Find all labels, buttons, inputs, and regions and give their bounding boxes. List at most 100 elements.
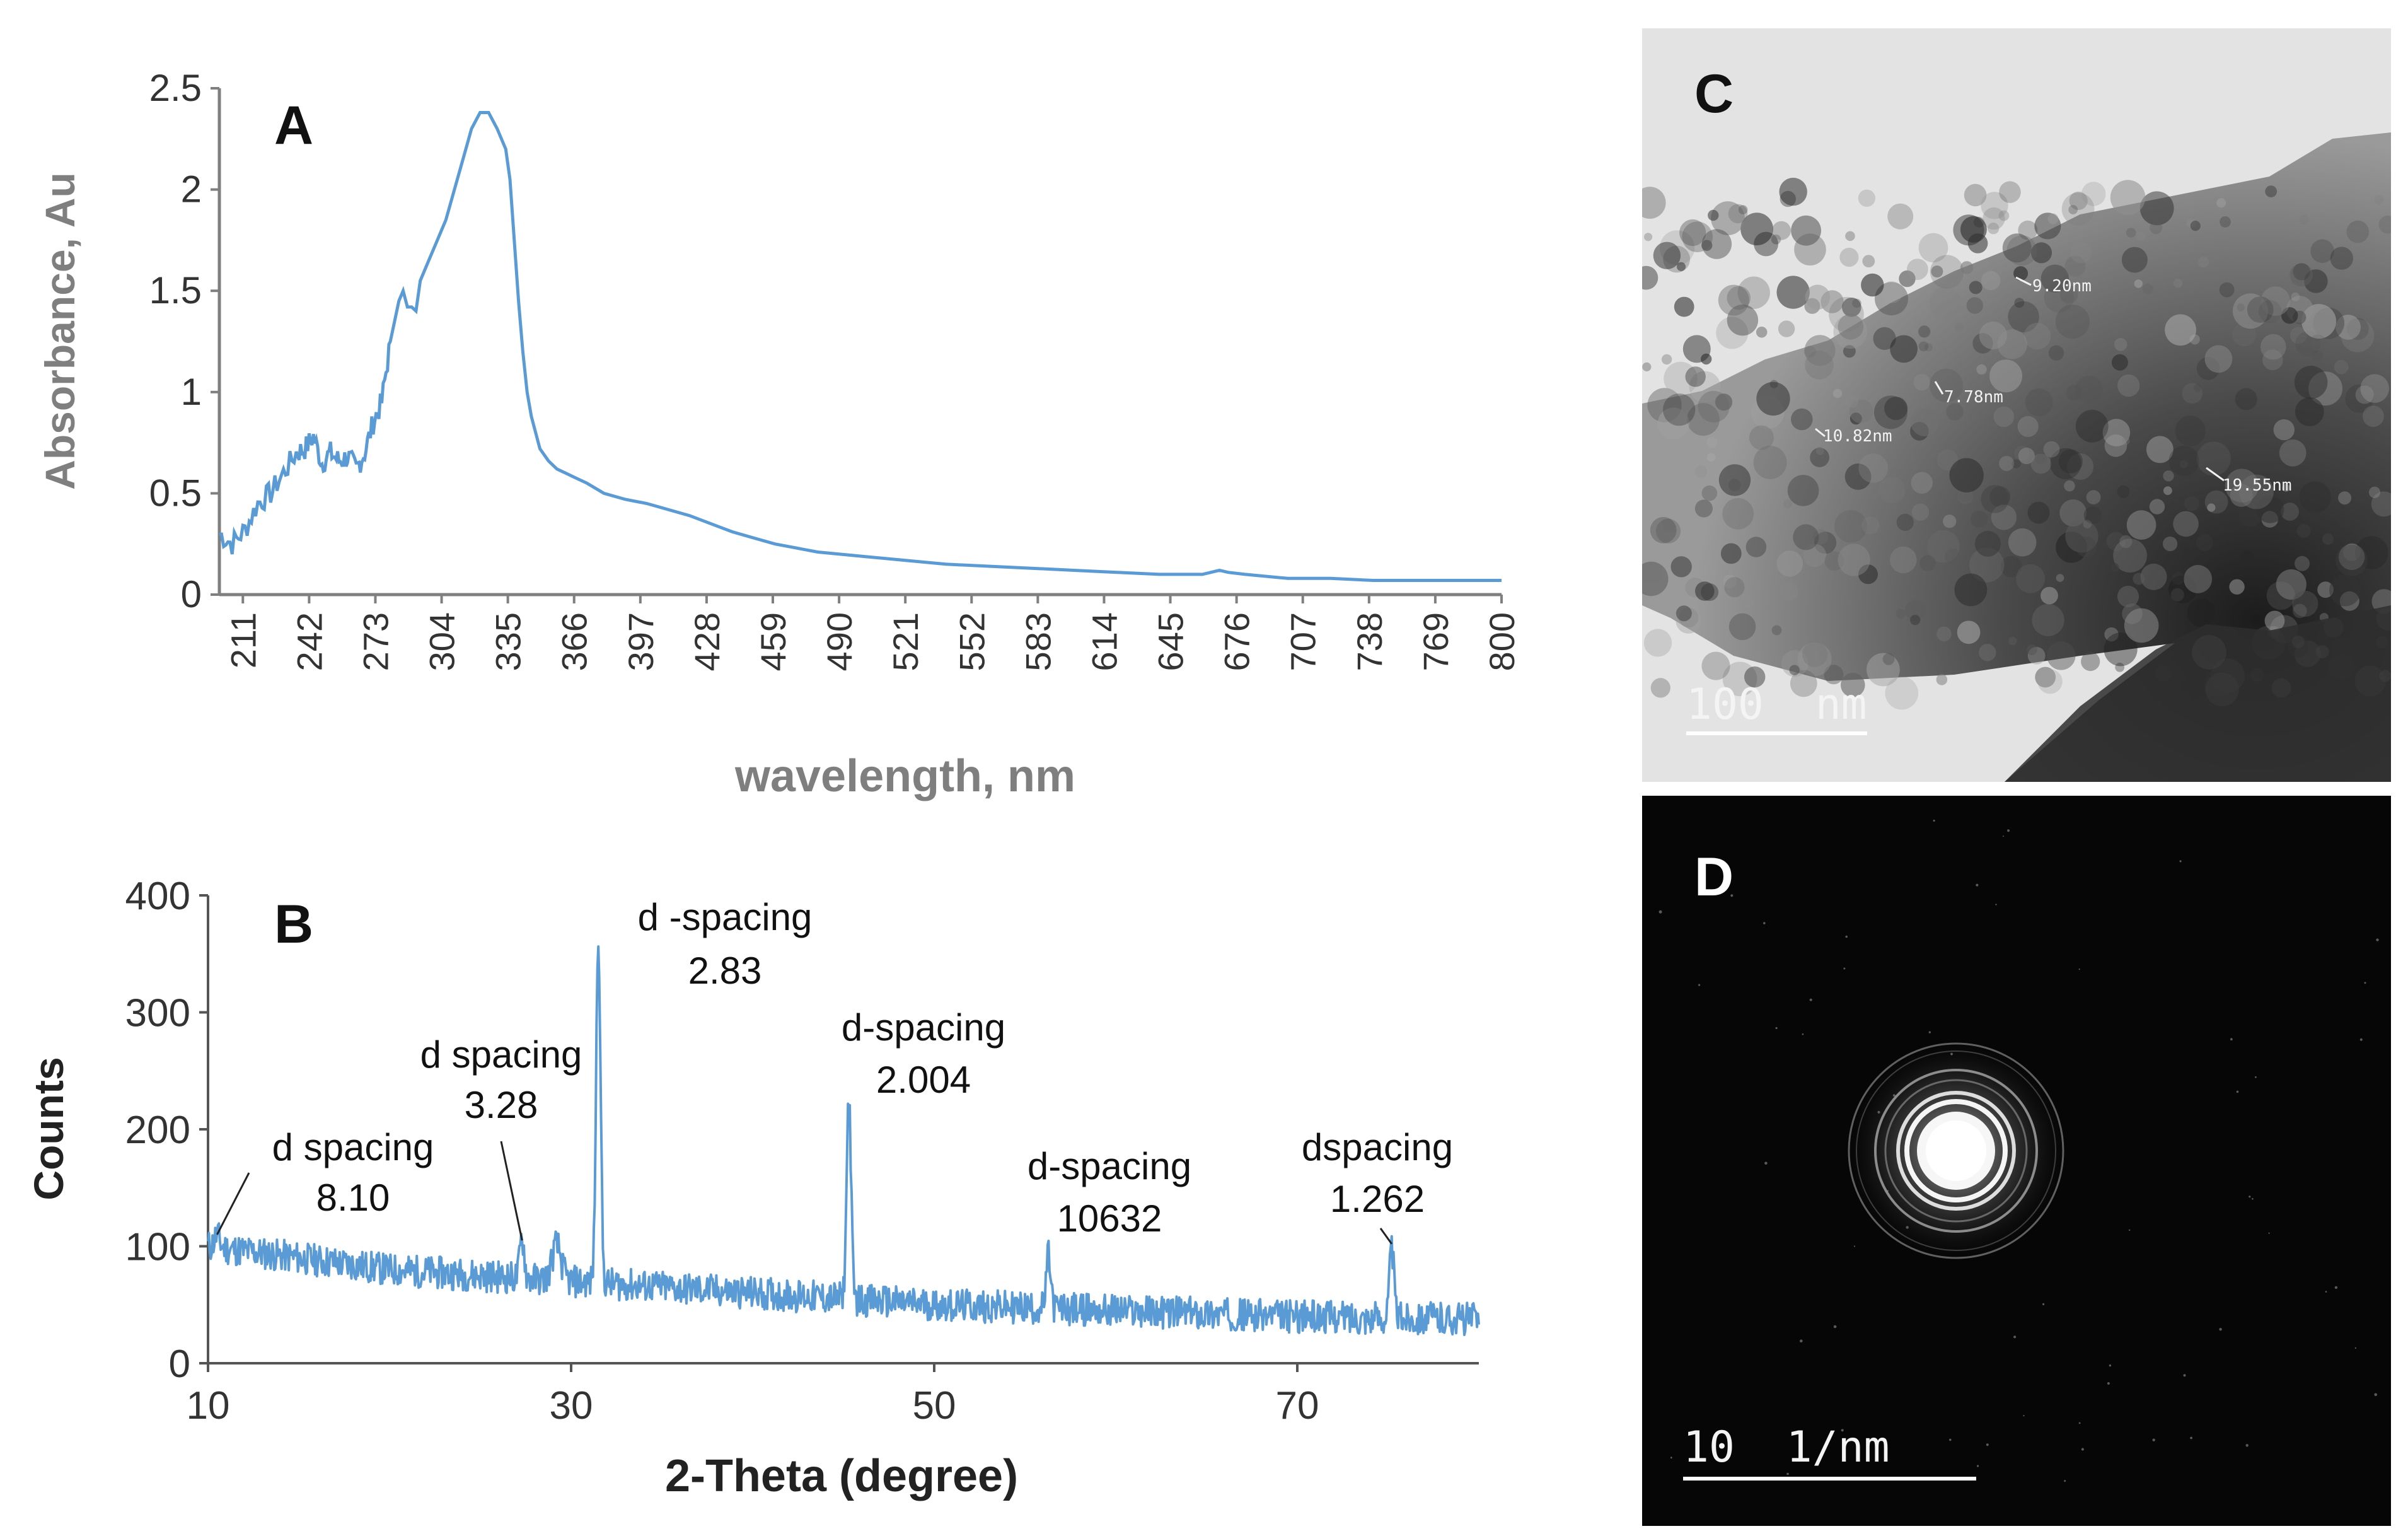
tem-texture-speck: [1834, 509, 1867, 543]
tem-texture-speck: [1909, 615, 1921, 625]
saed-background-dot: [2179, 860, 2182, 863]
tem-texture-speck: [1839, 247, 1859, 267]
tem-texture-speck: [2008, 301, 2039, 333]
saed-background-dot: [1698, 984, 1701, 986]
annotation-value: 1.262: [1330, 1178, 1425, 1220]
chart-b-x-tick-label: 50: [913, 1384, 956, 1428]
tem-texture-speck: [2075, 375, 2103, 403]
saed-background-dot: [2013, 1335, 2017, 1339]
tem-texture-speck: [2163, 536, 2178, 552]
chart-a-y-tick-label: 2.5: [149, 67, 202, 109]
tem-texture-speck: [1787, 475, 1819, 506]
chart-b-y-tick-label: 400: [125, 875, 190, 918]
tem-texture-speck: [2196, 441, 2231, 476]
tem-texture-speck: [2110, 180, 2146, 216]
tem-texture-speck: [2241, 550, 2255, 565]
tem-texture-speck: [2025, 388, 2053, 417]
tem-texture-speck: [1722, 661, 1757, 697]
tem-texture-speck: [1676, 262, 1686, 271]
tem-texture-speck: [1769, 380, 1778, 388]
saed-background-dot: [2334, 1286, 2338, 1289]
tem-texture-speck: [2230, 484, 2253, 507]
tem-texture-speck: [1844, 463, 1872, 490]
tem-texture-speck: [2281, 307, 2298, 324]
tem-texture-speck: [1843, 345, 1856, 358]
tem-texture-speck: [2197, 256, 2209, 268]
saed-background-dot: [1658, 910, 1662, 914]
chart-b-peak-annotation: d-spacing 2.004: [842, 1006, 1005, 1101]
tem-texture-speck: [2238, 503, 2262, 527]
tem-texture-speck: [1694, 465, 1707, 478]
tem-texture-speck: [2035, 666, 2056, 688]
tem-texture-speck: [2122, 437, 2130, 445]
chart-a-x-tick-label: 738: [1350, 612, 1389, 671]
tem-texture-speck: [2066, 385, 2082, 401]
saed-background-dot: [1730, 894, 1734, 897]
tem-texture-speck: [2006, 235, 2037, 266]
tem-texture-speck: [2295, 397, 2324, 426]
tem-texture-speck: [2086, 490, 2101, 504]
tem-texture-speck: [2204, 345, 2233, 373]
saed-panel-letter: D: [1694, 847, 1734, 907]
tem-texture-speck: [1999, 181, 2021, 204]
tem-texture-speck: [2106, 532, 2126, 551]
tem-texture-speck: [1642, 265, 1658, 290]
tem-texture-speck: [2008, 636, 2017, 646]
tem-texture-speck: [1642, 187, 1666, 219]
tem-texture-speck: [2014, 298, 2025, 308]
tem-texture-speck: [2117, 585, 2139, 608]
tem-texture-speck: [1880, 281, 1903, 303]
tem-texture-speck: [1972, 333, 1993, 354]
tem-texture-speck: [1708, 209, 1719, 221]
saed-background-dot: [2107, 1382, 2110, 1385]
saed-background-dot: [2042, 1303, 2045, 1305]
tem-texture-speck: [1715, 393, 1733, 411]
tem-texture-speck: [2368, 486, 2381, 498]
tem-texture-speck: [2317, 581, 2334, 598]
tem-texture-speck: [1946, 403, 1964, 421]
tem-texture-speck: [1687, 403, 1720, 436]
tem-texture-speck: [1738, 205, 1748, 215]
tem-texture-speck: [1756, 327, 1768, 338]
tem-texture-speck: [2113, 538, 2148, 573]
tem-texture-speck: [1964, 183, 1987, 207]
chart-a-series-line: [219, 111, 1502, 582]
saed-background-dot: [2364, 982, 2366, 984]
tem-texture-speck: [2289, 327, 2307, 344]
tem-texture-speck: [1776, 276, 1810, 309]
chart-a-y-tick-label: 0.5: [149, 472, 202, 514]
tem-texture-speck: [1789, 665, 1800, 675]
saed-background-dot: [2081, 1448, 2084, 1451]
tem-texture-speck: [2114, 338, 2127, 351]
tem-texture-speck: [1919, 555, 1936, 571]
tem-texture-speck: [2322, 533, 2334, 545]
chart-b-peak-annotation: d-spacing 10632: [1027, 1145, 1191, 1240]
tem-texture-speck: [2102, 419, 2131, 446]
tem-measurement-label: 9.20nm: [2032, 277, 2092, 296]
tem-texture-speck: [1949, 458, 1984, 492]
tem-texture-speck: [1829, 296, 1864, 332]
tem-texture-speck: [2276, 569, 2307, 600]
tem-texture-speck: [2186, 218, 2196, 228]
tem-texture-speck: [1849, 399, 1873, 424]
tem-texture-speck: [2346, 220, 2370, 243]
tem-texture-speck: [1931, 265, 1943, 278]
tem-texture-speck: [1995, 406, 2013, 424]
annotation-label: d-spacing: [842, 1006, 1005, 1049]
chart-b-y-axis-title: Counts: [25, 1057, 72, 1200]
tem-texture-speck: [1885, 676, 1919, 710]
tem-texture-speck: [1918, 341, 1929, 352]
tem-texture-speck: [1960, 261, 1974, 274]
tem-texture-speck: [1805, 351, 1834, 380]
tem-texture-speck: [2265, 185, 2278, 197]
tem-texture-speck: [2000, 556, 2022, 578]
tem-texture-speck: [1670, 556, 1692, 578]
tem-texture-speck: [2207, 503, 2216, 512]
tem-texture-speck: [1991, 504, 2017, 530]
tem-texture-speck: [2293, 263, 2310, 281]
tem-texture-speck: [1918, 233, 1948, 263]
chart-a-x-tick-label: 614: [1084, 612, 1124, 671]
saed-background-dot: [1928, 1031, 1931, 1033]
tem-texture-speck: [1737, 276, 1770, 309]
tem-texture-speck: [1727, 286, 1751, 310]
